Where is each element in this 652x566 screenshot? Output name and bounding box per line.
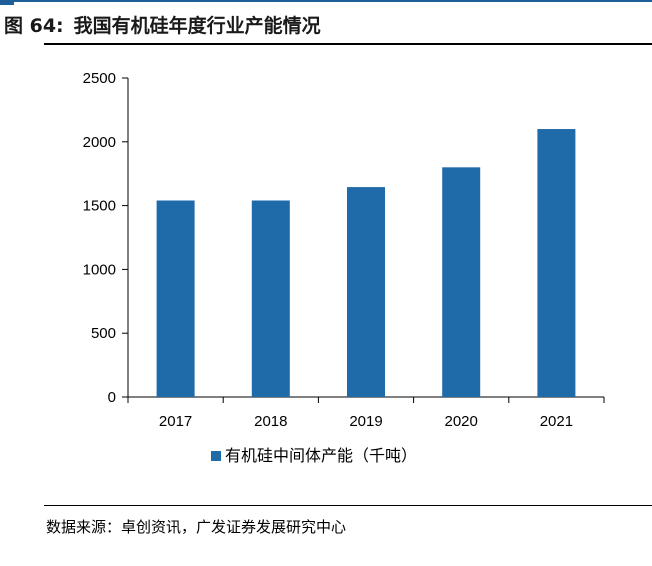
y-tick-label: 500 bbox=[91, 325, 116, 342]
figure-title: 图 64: 我国有机硅年度行业产能情况 bbox=[4, 10, 321, 38]
bar-2021 bbox=[537, 129, 576, 397]
legend-label: 有机硅中间体产能（千吨） bbox=[225, 446, 417, 465]
chart-title: 我国有机硅年度行业产能情况 bbox=[73, 14, 321, 37]
header-accent bbox=[0, 0, 14, 5]
header-rule bbox=[0, 0, 652, 2]
bar-2017 bbox=[156, 200, 195, 397]
x-tick-label: 2020 bbox=[445, 413, 478, 430]
source-note: 数据来源：卓创资讯，广发证券发展研究中心 bbox=[46, 518, 347, 536]
x-tick-label: 2018 bbox=[254, 413, 287, 430]
y-tick-label: 2000 bbox=[83, 134, 116, 151]
footer-rule bbox=[44, 505, 652, 506]
x-tick-label: 2017 bbox=[159, 413, 192, 430]
x-tick-label: 2021 bbox=[540, 413, 573, 430]
legend-swatch bbox=[211, 451, 221, 461]
bar-chart: 0 500 1000 1500 2000 2500 2017 2018 2019 2020 2021… bbox=[83, 70, 605, 465]
chart-area: 0 500 1000 1500 2000 2500 2017 2018 2019 2020 2021… bbox=[0, 50, 652, 490]
y-tick-label: 2500 bbox=[83, 70, 116, 87]
y-tick-label: 0 bbox=[108, 389, 116, 406]
bar-2018 bbox=[251, 200, 290, 397]
y-tick-label: 1000 bbox=[83, 261, 116, 278]
figure-label: 图 64: bbox=[4, 14, 64, 37]
title-underline bbox=[44, 43, 652, 45]
x-tick-label: 2019 bbox=[349, 413, 382, 430]
bar-2020 bbox=[442, 167, 481, 397]
y-tick-label: 1500 bbox=[83, 198, 116, 215]
bar-2019 bbox=[347, 187, 385, 397]
